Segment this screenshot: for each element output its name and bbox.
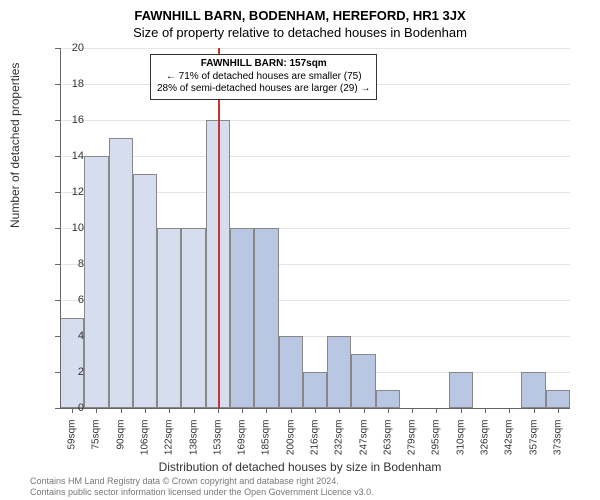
x-tick-label: 138sqm [188, 420, 199, 470]
gridline [60, 120, 570, 121]
histogram-bar [351, 354, 375, 408]
histogram-bar [230, 228, 254, 408]
x-tick-label: 59sqm [67, 420, 78, 470]
x-tick-label: 185sqm [261, 420, 272, 470]
plot-area: FAWNHILL BARN: 157sqm← 71% of detached h… [60, 48, 570, 408]
gridline [60, 48, 570, 49]
annotation-line: ← 71% of detached houses are smaller (75… [157, 71, 370, 84]
y-tick-label: 2 [54, 366, 84, 378]
footer-line2: Contains public sector information licen… [30, 487, 374, 498]
x-tick-label: 75sqm [91, 420, 102, 470]
x-tick-label: 200sqm [285, 420, 296, 470]
x-tick-label: 357sqm [528, 420, 539, 470]
x-tick-label: 122sqm [164, 420, 175, 470]
x-tick-label: 106sqm [140, 420, 151, 470]
x-tick-label: 153sqm [212, 420, 223, 470]
x-tick-label: 247sqm [358, 420, 369, 470]
y-tick-label: 14 [54, 150, 84, 162]
histogram-bar [254, 228, 278, 408]
footer-attribution: Contains HM Land Registry data © Crown c… [30, 476, 374, 498]
histogram-bar [327, 336, 351, 408]
histogram-bar [181, 228, 205, 408]
chart-subtitle: Size of property relative to detached ho… [0, 23, 600, 40]
reference-line [218, 48, 220, 408]
footer-line1: Contains HM Land Registry data © Crown c… [30, 476, 374, 487]
histogram-bar [546, 390, 570, 408]
histogram-bar [84, 156, 108, 408]
x-tick-label: 90sqm [115, 420, 126, 470]
x-tick-label: 263sqm [382, 420, 393, 470]
histogram-bar [279, 336, 303, 408]
x-tick-label: 295sqm [431, 420, 442, 470]
y-tick-label: 10 [54, 222, 84, 234]
histogram-bar [133, 174, 157, 408]
annotation-box: FAWNHILL BARN: 157sqm← 71% of detached h… [150, 54, 377, 100]
y-tick-label: 12 [54, 186, 84, 198]
x-tick-label: 279sqm [407, 420, 418, 470]
x-tick-label: 232sqm [334, 420, 345, 470]
y-tick-label: 16 [54, 114, 84, 126]
y-tick-label: 6 [54, 294, 84, 306]
x-tick-label: 310sqm [455, 420, 466, 470]
histogram-bar [376, 390, 400, 408]
y-tick-label: 8 [54, 258, 84, 270]
x-tick-label: 342sqm [504, 420, 515, 470]
annotation-line: FAWNHILL BARN: 157sqm [157, 58, 370, 71]
histogram-bar [303, 372, 327, 408]
chart-container: FAWNHILL BARN, BODENHAM, HEREFORD, HR1 3… [0, 0, 600, 500]
x-tick-label: 216sqm [310, 420, 321, 470]
histogram-bar [521, 372, 545, 408]
y-tick-label: 18 [54, 78, 84, 90]
histogram-bar [157, 228, 181, 408]
y-tick-label: 20 [54, 42, 84, 54]
y-tick-label: 0 [54, 402, 84, 414]
histogram-bar [449, 372, 473, 408]
x-tick-label: 169sqm [237, 420, 248, 470]
y-axis-label: Number of detached properties [8, 63, 22, 228]
gridline [60, 156, 570, 157]
y-tick-label: 4 [54, 330, 84, 342]
annotation-line: 28% of semi-detached houses are larger (… [157, 83, 370, 96]
x-axis [60, 408, 570, 409]
x-tick-label: 326sqm [480, 420, 491, 470]
histogram-bar [109, 138, 133, 408]
x-tick-label: 373sqm [552, 420, 563, 470]
chart-title-address: FAWNHILL BARN, BODENHAM, HEREFORD, HR1 3… [0, 0, 600, 23]
